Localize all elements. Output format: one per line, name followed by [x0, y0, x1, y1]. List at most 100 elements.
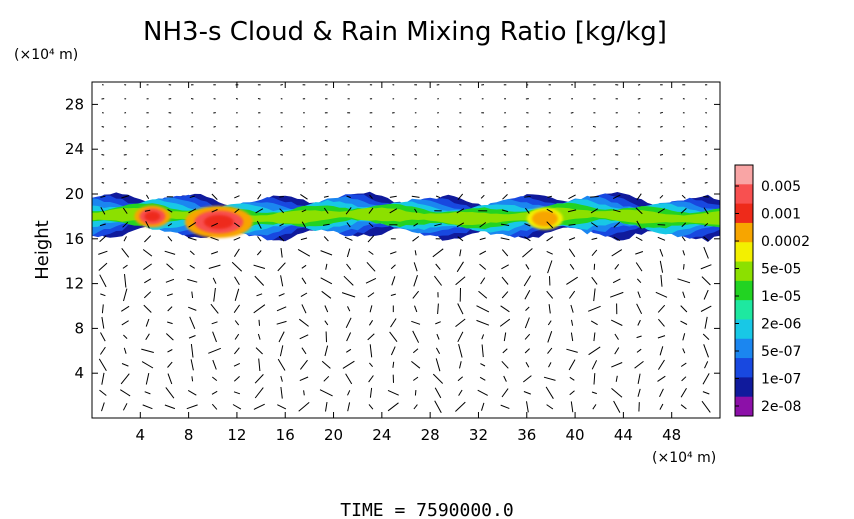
wind-vector	[476, 305, 490, 313]
wind-vector	[346, 248, 351, 258]
wind-vector	[101, 402, 105, 412]
wind-vector	[145, 221, 150, 229]
wind-vector	[636, 303, 643, 315]
wind-vector	[635, 262, 643, 272]
wind-vector	[279, 223, 284, 227]
wind-vector	[303, 390, 305, 396]
wind-vector	[121, 195, 130, 199]
wind-vector	[525, 264, 530, 270]
wind-vector	[593, 332, 596, 342]
wind-vector	[566, 276, 578, 285]
wind-vector	[167, 373, 173, 385]
wind-vector	[256, 250, 262, 256]
wind-vector	[121, 363, 129, 367]
x-tick-label: 36	[517, 426, 536, 444]
wind-vector	[280, 375, 283, 382]
wind-vector	[208, 264, 221, 269]
wind-vector	[435, 358, 441, 372]
wind-vector	[547, 347, 553, 354]
wind-vector	[346, 348, 352, 353]
wind-vector	[233, 376, 240, 382]
wind-vector	[368, 320, 374, 326]
colorbar-frame	[734, 164, 754, 417]
wind-vector	[123, 347, 127, 354]
wind-vector	[456, 261, 464, 273]
plot-area	[92, 84, 720, 414]
wind-vector	[414, 305, 418, 313]
wind-vector	[457, 303, 464, 315]
wind-vector	[637, 84, 641, 86]
wind-vector	[570, 304, 574, 313]
wind-vector	[324, 139, 328, 142]
wind-vector	[680, 208, 687, 214]
wind-vector	[525, 362, 530, 368]
wind-vector	[503, 332, 507, 342]
wind-vector	[479, 222, 487, 228]
wind-vector	[191, 291, 194, 299]
wind-vector	[142, 249, 153, 257]
wind-vector	[145, 194, 150, 199]
wind-vector	[588, 305, 601, 312]
wind-vector	[501, 209, 509, 213]
wind-vector	[321, 360, 331, 369]
wind-vector	[257, 182, 261, 184]
x-tick-label: 4	[136, 426, 146, 444]
wind-vector	[391, 276, 396, 286]
wind-vector	[478, 290, 488, 299]
wind-vector	[233, 248, 240, 257]
wind-vector	[233, 362, 241, 367]
wind-vector	[389, 331, 398, 343]
wind-vector	[257, 333, 261, 340]
time-label: TIME = 7590000.0	[340, 500, 513, 519]
wind-vector	[280, 248, 283, 258]
wind-vector	[258, 358, 261, 372]
wind-vector	[680, 404, 687, 410]
wind-vector	[434, 223, 442, 227]
wind-vector	[637, 319, 641, 326]
wind-vector	[457, 376, 464, 382]
wind-vector	[501, 388, 509, 398]
wind-vector	[187, 237, 197, 241]
wind-vector	[502, 348, 508, 354]
wind-vector	[347, 402, 351, 412]
wind-vector	[546, 236, 554, 242]
wind-vector	[387, 389, 399, 396]
wind-vector	[612, 209, 621, 213]
wind-vector	[615, 126, 618, 128]
wind-vector	[234, 288, 240, 301]
wind-vector	[233, 236, 241, 241]
x-tick-label: 32	[469, 426, 488, 444]
wind-vector	[256, 293, 263, 297]
wind-vector	[366, 261, 376, 272]
wind-vector	[279, 208, 285, 214]
wind-vector	[325, 263, 328, 270]
wind-vector	[588, 346, 601, 356]
wind-vector	[324, 320, 329, 326]
x-tick-label: 40	[566, 426, 585, 444]
wind-vector	[187, 389, 197, 396]
wind-vector	[702, 373, 710, 385]
wind-vector	[389, 208, 398, 214]
wind-vector	[124, 274, 127, 288]
wind-vector	[211, 193, 218, 200]
y-tick-label: 8	[74, 319, 84, 337]
wind-vector	[500, 223, 510, 226]
wind-vector	[212, 359, 217, 370]
cloud-peak	[203, 214, 234, 230]
wind-vector	[98, 262, 108, 271]
wind-vector	[165, 278, 175, 283]
wind-vector	[412, 236, 420, 242]
wind-vector	[456, 208, 465, 214]
wind-vector	[569, 376, 575, 381]
wind-vector	[476, 319, 490, 326]
wind-vector	[123, 167, 127, 170]
wind-vector	[98, 358, 107, 371]
wind-vector	[167, 223, 173, 227]
wind-vector	[481, 344, 484, 358]
wind-vector	[571, 182, 574, 184]
wind-vector	[524, 196, 531, 198]
wind-vector	[211, 376, 218, 381]
wind-vector	[323, 207, 329, 214]
y-tick-label: 24	[65, 140, 84, 158]
wind-vector	[522, 375, 532, 383]
